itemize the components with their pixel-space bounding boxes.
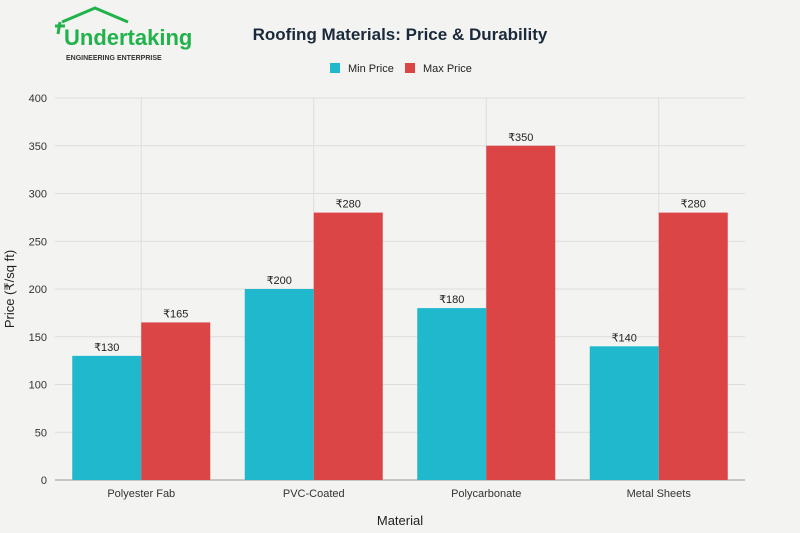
bars: ₹130 ₹165 ₹200 ₹280 ₹180 ₹350 ₹140 ₹280 bbox=[72, 132, 728, 480]
data-label: ₹280 bbox=[681, 199, 706, 211]
legend-swatch bbox=[330, 63, 340, 73]
legend-label: Min Price bbox=[348, 63, 394, 75]
y-tick-label: 350 bbox=[29, 141, 47, 153]
logo-name: Undertaking bbox=[64, 25, 192, 50]
data-label: ₹140 bbox=[612, 332, 637, 344]
data-label: ₹180 bbox=[439, 294, 464, 306]
y-tick-label: 400 bbox=[29, 93, 47, 105]
logo-roof-icon bbox=[55, 6, 129, 35]
y-tick-label: 300 bbox=[29, 189, 47, 201]
y-tick-label: 0 bbox=[41, 475, 47, 487]
y-tick-label: 250 bbox=[29, 236, 47, 248]
data-label: ₹280 bbox=[336, 199, 361, 211]
y-tick-label: 150 bbox=[29, 332, 47, 344]
legend-swatch bbox=[405, 63, 415, 73]
y-axis-label: Price (₹/sq ft) bbox=[2, 250, 17, 328]
data-label: ₹165 bbox=[163, 308, 188, 320]
bar-min-price bbox=[244, 289, 314, 480]
y-tick-label: 200 bbox=[29, 284, 47, 296]
bar-min-price bbox=[72, 355, 142, 480]
bar-max-price bbox=[313, 212, 383, 480]
bar-max-price bbox=[141, 322, 211, 480]
bar-max-price bbox=[658, 212, 728, 480]
legend: Min Price Max Price bbox=[330, 63, 472, 75]
bar-min-price bbox=[417, 308, 487, 480]
x-tick-label: PVC-Coated bbox=[283, 488, 345, 500]
data-label: ₹200 bbox=[267, 275, 292, 287]
legend-label: Max Price bbox=[423, 63, 472, 75]
bar-max-price bbox=[486, 145, 556, 480]
bar-min-price bbox=[589, 346, 659, 480]
logo: Undertaking ENGINEERING ENTERPRISE bbox=[55, 6, 192, 62]
x-tick-label: Polycarbonate bbox=[451, 488, 521, 500]
logo-tagline: ENGINEERING ENTERPRISE bbox=[66, 55, 162, 62]
x-tick-label: Polyester Fab bbox=[107, 488, 175, 500]
y-tick-label: 100 bbox=[29, 380, 47, 392]
x-axis-label: Material bbox=[377, 513, 423, 528]
chart-title: Roofing Materials: Price & Durability bbox=[253, 25, 548, 44]
data-label: ₹130 bbox=[94, 342, 119, 354]
y-tick-label: 50 bbox=[35, 427, 47, 439]
data-label: ₹350 bbox=[508, 132, 533, 144]
x-tick-label: Metal Sheets bbox=[627, 488, 692, 500]
